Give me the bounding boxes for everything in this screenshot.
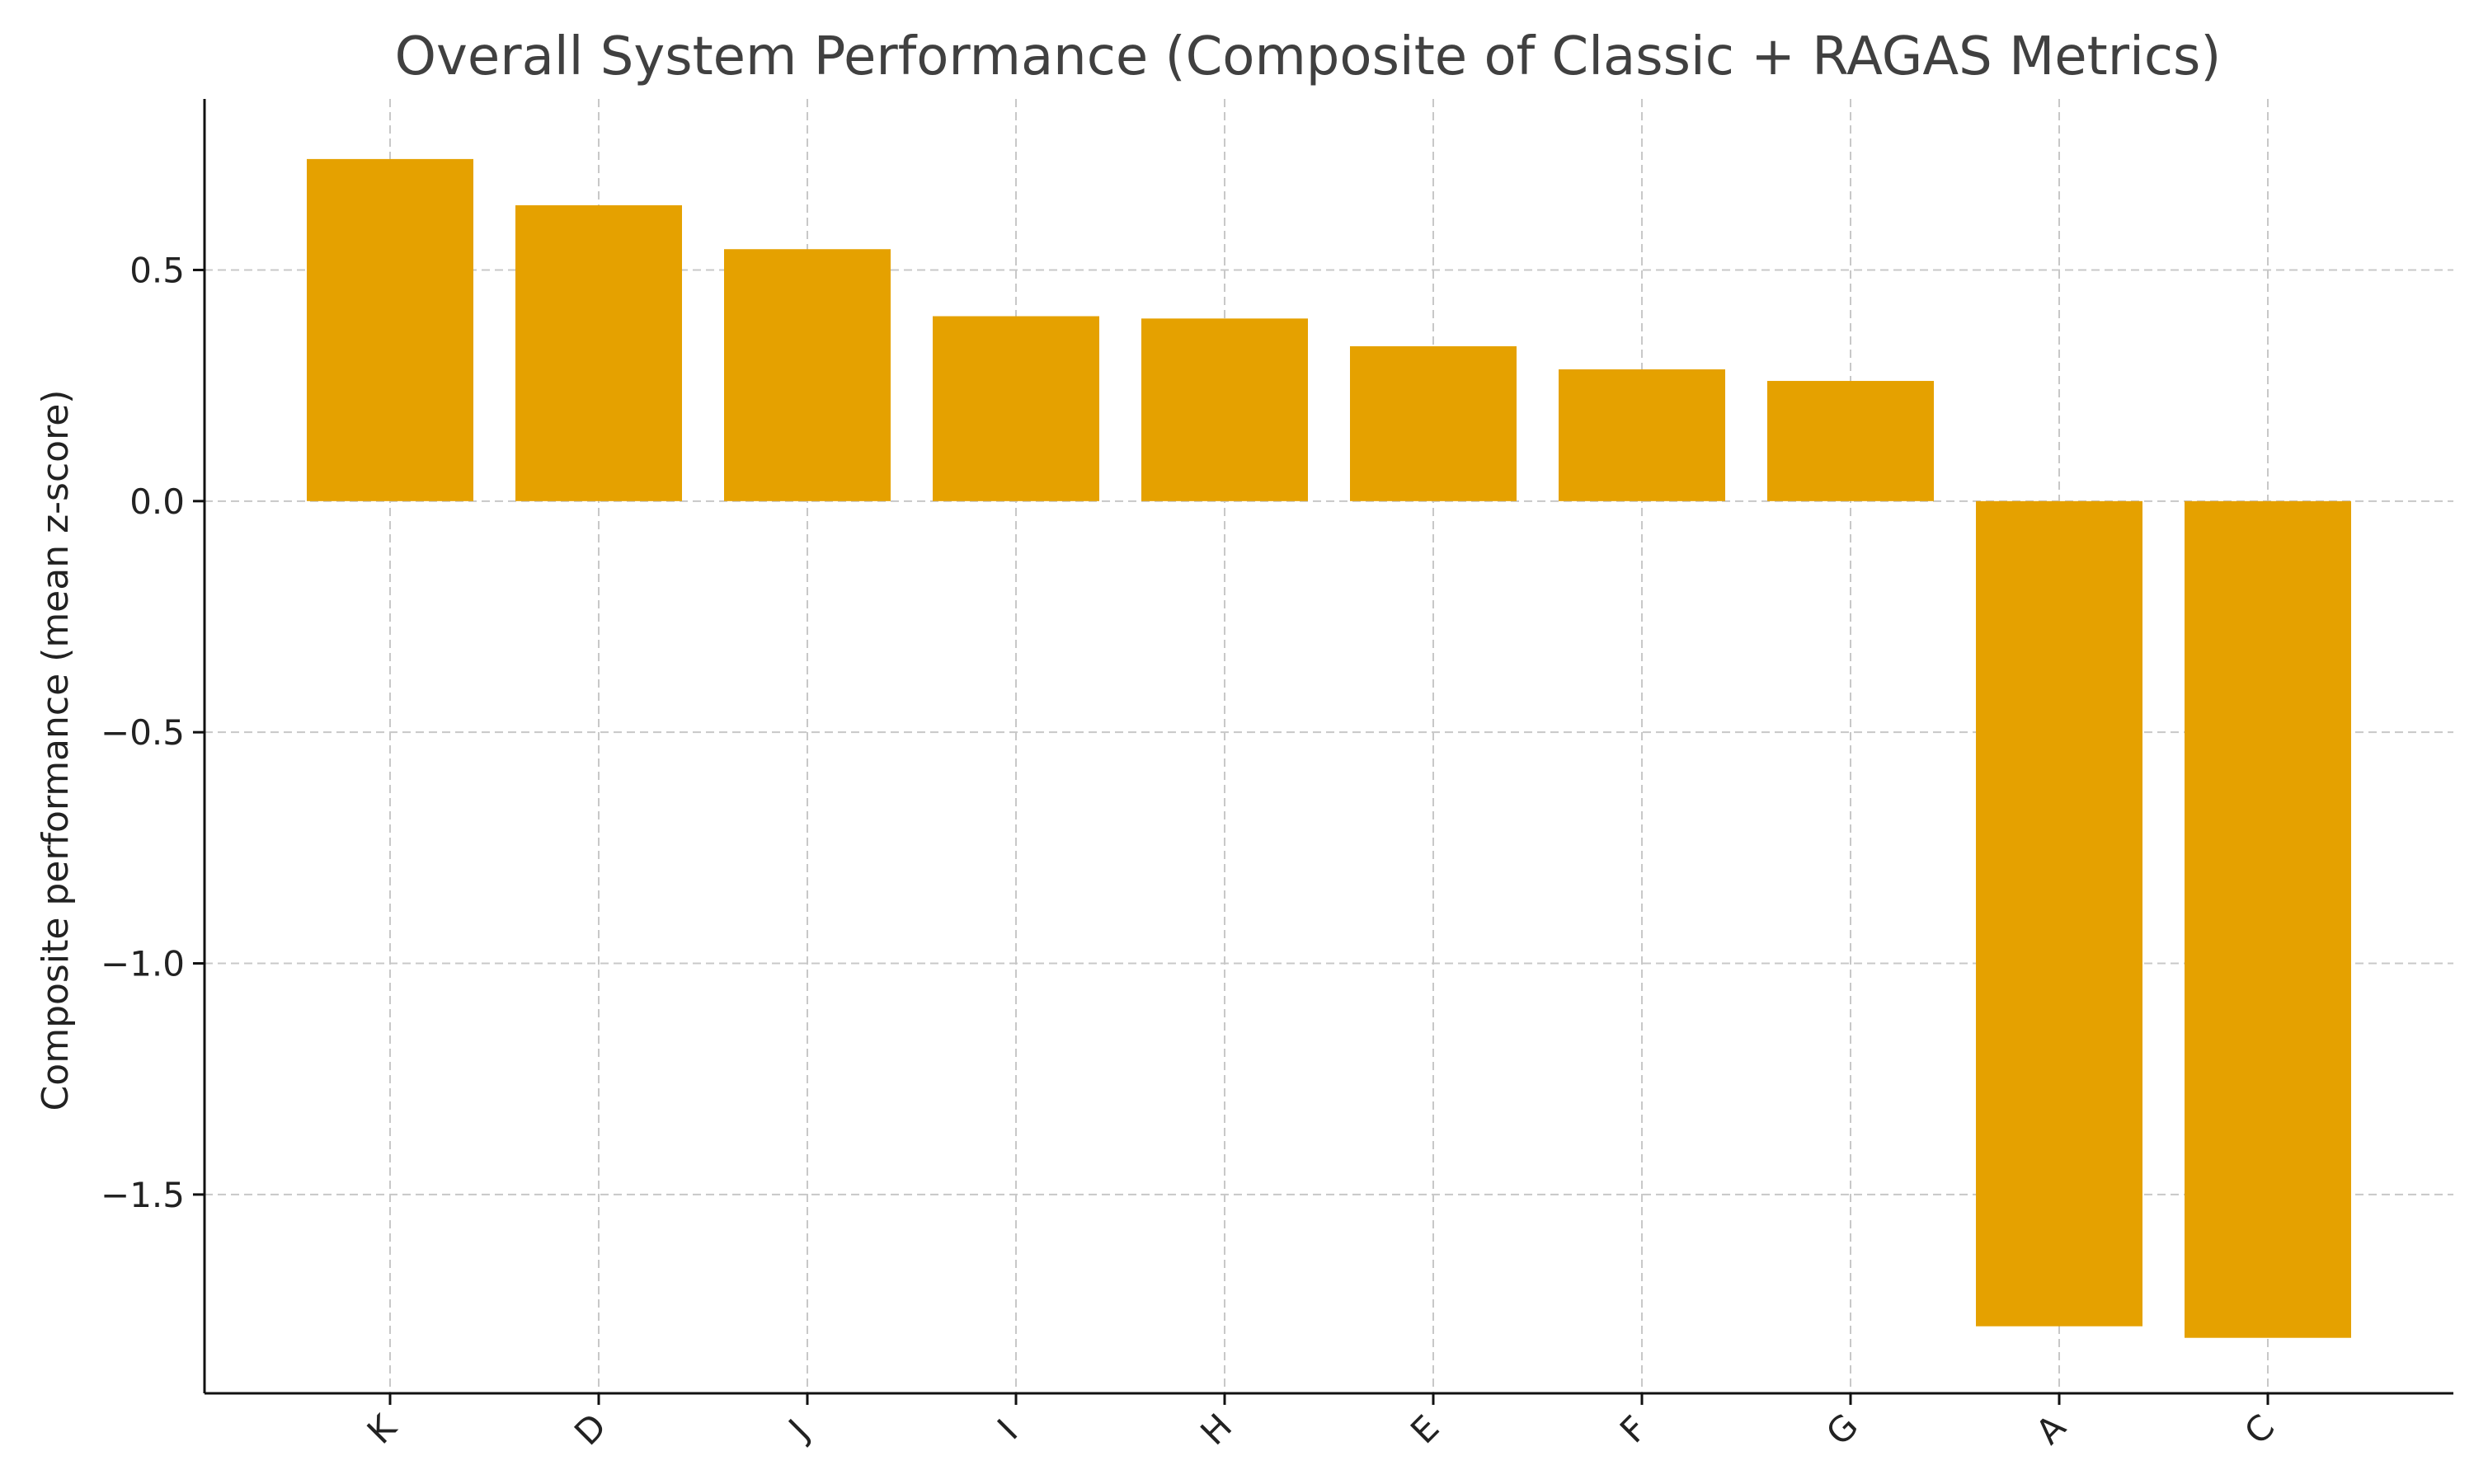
y-tick-label: 0.0 — [129, 481, 185, 522]
bar-H — [1141, 318, 1308, 501]
x-tick-label-E: E — [1403, 1407, 1446, 1451]
chart-title: Overall System Performance (Composite of… — [395, 26, 2222, 87]
y-ticks: 0.5 0.0 −0.5 −1.0 −1.5 — [101, 250, 205, 1215]
bar-C — [2185, 500, 2351, 1338]
y-tick-label: 0.5 — [129, 250, 185, 290]
bar-A — [1976, 500, 2142, 1327]
bar-G — [1767, 381, 1934, 501]
x-tick-label-A: A — [2028, 1407, 2073, 1452]
y-tick-label: −1.0 — [101, 944, 185, 984]
x-tick-label-F: F — [1612, 1408, 1655, 1451]
x-tick-label-J: J — [779, 1411, 817, 1449]
x-tick-label-H: H — [1192, 1406, 1239, 1453]
bars — [307, 158, 2351, 1338]
bar-D — [515, 204, 682, 501]
axes — [203, 99, 2453, 1395]
x-tick-label-G: G — [1818, 1406, 1866, 1453]
bar-I — [933, 316, 1099, 501]
bar-F — [1559, 369, 1725, 501]
x-tick-label-C: C — [2236, 1407, 2282, 1452]
x-tick-label-I: I — [990, 1411, 1025, 1447]
bar-E — [1350, 345, 1517, 501]
x-tick-label-K: K — [360, 1407, 405, 1452]
y-axis-label: Composite performance (mean z-score) — [35, 390, 77, 1111]
y-tick-label: −0.5 — [101, 712, 185, 753]
x-tick-label-D: D — [567, 1406, 614, 1453]
bar-K — [307, 158, 473, 501]
bar-J — [724, 249, 891, 501]
y-tick-label: −1.5 — [101, 1175, 185, 1215]
